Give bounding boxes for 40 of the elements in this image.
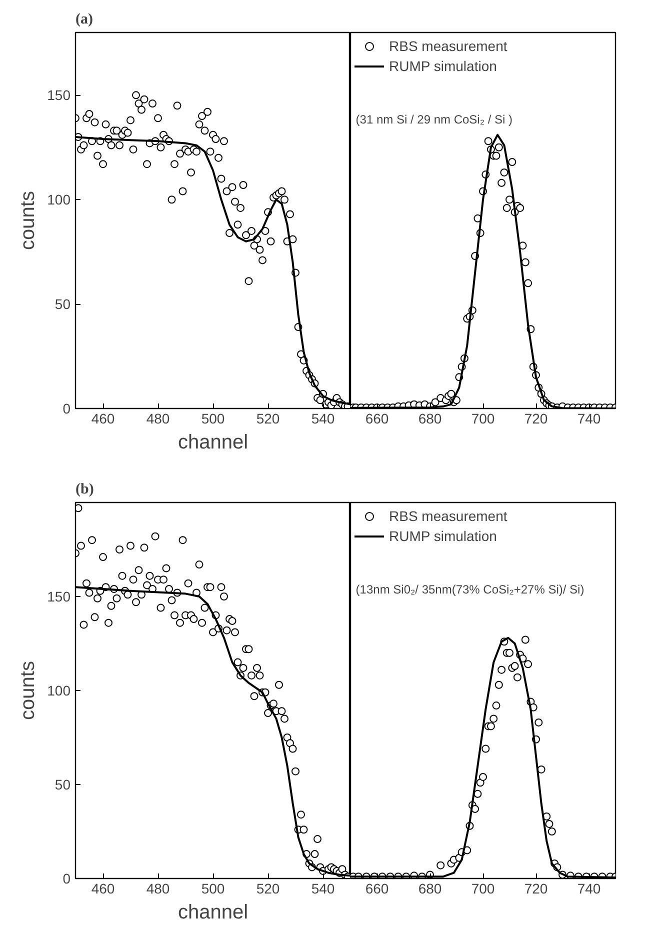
y-axis-title: counts xyxy=(17,191,40,250)
annotation: (13nm Si0₂/ 35nm(73% CoSi₂+27% Si)/ Si) xyxy=(356,582,584,596)
x-axis-title: channel xyxy=(178,902,248,924)
x-tick-label: 680 xyxy=(418,880,442,896)
x-tick-label: 700 xyxy=(471,880,495,896)
x-tick-label: 740 xyxy=(577,410,601,426)
legend-label: RUMP simulation xyxy=(389,528,497,544)
x-tick-label: 660 xyxy=(365,410,389,426)
x-tick-label: 500 xyxy=(201,880,225,896)
x-tick-label: 540 xyxy=(311,410,335,426)
x-tick-label: 520 xyxy=(256,880,280,896)
x-tick-label: 540 xyxy=(311,880,335,896)
legend-label: RBS measurement xyxy=(389,508,508,524)
x-tick-label: 480 xyxy=(146,880,170,896)
y-tick-label: 0 xyxy=(62,400,71,416)
y-tick-label: 50 xyxy=(54,776,71,792)
x-tick-label: 480 xyxy=(146,410,170,426)
x-tick-label: 460 xyxy=(91,880,115,896)
x-tick-label: 700 xyxy=(471,410,495,426)
legend-label: RUMP simulation xyxy=(389,58,497,74)
y-tick-label: 150 xyxy=(47,87,71,104)
legend-label: RBS measurement xyxy=(389,38,508,54)
x-tick-label: 460 xyxy=(91,410,115,426)
x-axis-title: channel xyxy=(178,432,248,454)
annotation: (31 nm Si / 29 nm CoSi₂ / Si ) xyxy=(356,112,513,126)
y-axis-title: counts xyxy=(17,661,40,720)
x-tick-label: 500 xyxy=(201,410,225,426)
x-tick-label: 660 xyxy=(365,880,389,896)
x-tick-label: 740 xyxy=(577,880,601,896)
y-tick-label: 150 xyxy=(47,588,71,604)
x-tick-label: 720 xyxy=(524,410,548,426)
x-tick-label: 520 xyxy=(256,410,280,426)
x-tick-label: 720 xyxy=(524,880,548,896)
x-tick-label: 680 xyxy=(418,410,442,426)
y-tick-label: 100 xyxy=(47,682,71,698)
chart-title: (b) xyxy=(76,482,94,498)
y-tick-label: 0 xyxy=(62,870,71,886)
y-tick-label: 50 xyxy=(54,296,71,312)
y-tick-label: 100 xyxy=(47,192,71,208)
chart-title: (a) xyxy=(76,12,93,28)
